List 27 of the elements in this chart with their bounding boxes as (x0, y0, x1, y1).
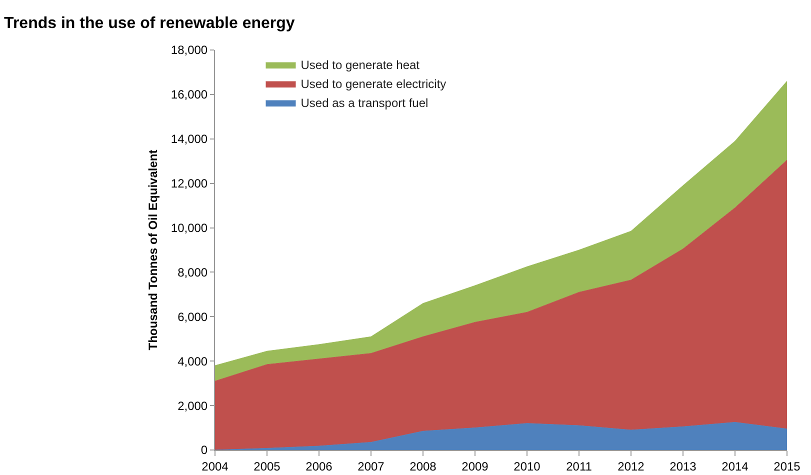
x-tick-label: 2015 (774, 459, 801, 474)
legend-label: Used to generate heat (300, 58, 420, 72)
y-tick-label: 10,000 (170, 220, 208, 235)
y-tick-label: 18,000 (170, 43, 208, 58)
x-tick-label: 2013 (670, 459, 697, 474)
x-tick-label: 2004 (202, 459, 229, 474)
x-tick-label: 2014 (722, 459, 749, 474)
y-tick-label: 2,000 (178, 398, 208, 413)
y-tick-label: 16,000 (170, 88, 208, 102)
y-tick-label: 0 (200, 443, 208, 458)
x-tick-label: 2006 (306, 459, 333, 474)
x-tick-label: 2007 (358, 459, 385, 474)
x-tick-label: 2012 (618, 459, 645, 474)
legend-label: Used to generate electricity (300, 77, 446, 92)
y-tick-label: 6,000 (178, 310, 208, 324)
y-tick-label: 8,000 (178, 265, 208, 280)
x-tick-label: 2008 (410, 459, 437, 474)
x-tick-label: 2010 (514, 459, 541, 474)
y-axis-title: Thousand Tonnes of Oil Equivalent (146, 150, 160, 350)
y-tick-label: 12,000 (170, 176, 208, 191)
y-tick-label: 14,000 (170, 132, 208, 146)
chart-title: Trends in the use of renewable energy (4, 14, 295, 32)
x-tick-label: 2009 (462, 459, 489, 474)
legend-label: Used as a transport fuel (300, 96, 428, 110)
y-tick-label: 4,000 (178, 354, 208, 368)
x-tick-label: 2011 (566, 459, 592, 474)
x-tick-label: 2005 (254, 459, 281, 474)
